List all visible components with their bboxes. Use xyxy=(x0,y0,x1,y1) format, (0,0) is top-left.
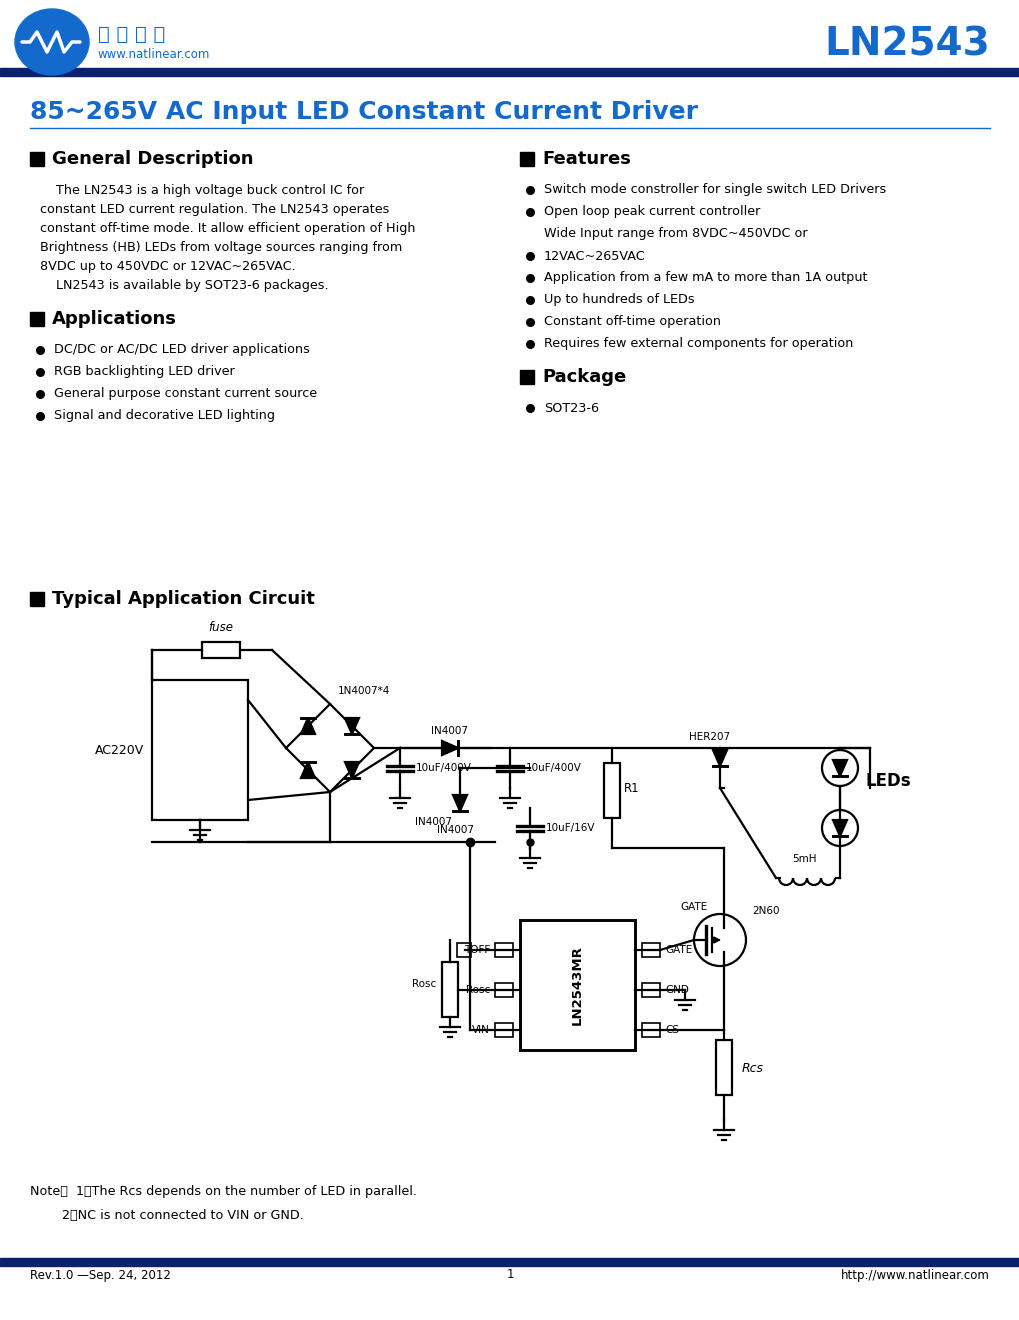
Text: 2N60: 2N60 xyxy=(751,906,779,916)
Text: Open loop peak current controller: Open loop peak current controller xyxy=(543,206,759,219)
Text: SOT23-6: SOT23-6 xyxy=(543,401,598,414)
Polygon shape xyxy=(301,718,315,734)
Text: fuse: fuse xyxy=(208,620,233,634)
Text: Up to hundreds of LEDs: Up to hundreds of LEDs xyxy=(543,293,694,306)
Text: 1N4007*4: 1N4007*4 xyxy=(337,686,390,696)
Bar xyxy=(494,1023,513,1038)
Text: Applications: Applications xyxy=(52,310,176,327)
Text: CS: CS xyxy=(664,1026,679,1035)
Polygon shape xyxy=(712,750,727,766)
Polygon shape xyxy=(441,741,458,755)
Text: Rcs: Rcs xyxy=(741,1061,763,1074)
Bar xyxy=(520,370,534,384)
Bar xyxy=(715,1040,732,1096)
Text: constant LED current regulation. The LN2543 operates: constant LED current regulation. The LN2… xyxy=(40,203,389,216)
Text: 5mH: 5mH xyxy=(791,854,815,865)
Text: 2、NC is not connected to VIN or GND.: 2、NC is not connected to VIN or GND. xyxy=(30,1209,304,1222)
Text: Brightness (HB) LEDs from voltage sources ranging from: Brightness (HB) LEDs from voltage source… xyxy=(40,242,401,253)
Bar xyxy=(202,642,239,657)
Text: LN2543MR: LN2543MR xyxy=(571,945,584,1024)
Text: 8VDC up to 450VDC or 12VAC~265VAC.: 8VDC up to 450VDC or 12VAC~265VAC. xyxy=(40,260,296,273)
Text: IN4007: IN4007 xyxy=(431,726,468,737)
Polygon shape xyxy=(301,762,315,777)
Text: R1: R1 xyxy=(624,781,639,795)
Bar xyxy=(457,942,471,957)
Text: Rev.1.0 —Sep. 24, 2012: Rev.1.0 —Sep. 24, 2012 xyxy=(30,1269,171,1282)
Bar xyxy=(494,942,513,957)
Text: RGB backlighting LED driver: RGB backlighting LED driver xyxy=(54,366,234,379)
Bar xyxy=(520,920,635,1049)
Text: 10uF/400V: 10uF/400V xyxy=(416,763,472,774)
Text: 10uF/400V: 10uF/400V xyxy=(526,763,581,774)
Text: 南 麟 电 子: 南 麟 电 子 xyxy=(98,25,165,44)
Bar xyxy=(520,152,534,166)
Text: Requires few external components for operation: Requires few external components for ope… xyxy=(543,338,853,351)
Text: 10uF/16V: 10uF/16V xyxy=(545,822,595,833)
Text: The LN2543 is a high voltage buck control IC for: The LN2543 is a high voltage buck contro… xyxy=(40,183,364,197)
Text: LN2543: LN2543 xyxy=(823,25,989,63)
Ellipse shape xyxy=(15,9,89,75)
Polygon shape xyxy=(833,760,846,776)
Polygon shape xyxy=(344,718,359,734)
Text: Typical Application Circuit: Typical Application Circuit xyxy=(52,590,315,609)
Text: Switch mode constroller for single switch LED Drivers: Switch mode constroller for single switc… xyxy=(543,183,886,197)
Polygon shape xyxy=(344,762,359,777)
Bar xyxy=(441,962,458,1016)
Polygon shape xyxy=(452,795,467,810)
Text: 12VAC~265VAC: 12VAC~265VAC xyxy=(543,249,645,263)
Text: http://www.natlinear.com: http://www.natlinear.com xyxy=(841,1269,989,1282)
Text: IN4007: IN4007 xyxy=(437,825,474,836)
Text: Application from a few mA to more than 1A output: Application from a few mA to more than 1… xyxy=(543,272,866,285)
Bar xyxy=(641,983,659,997)
Bar xyxy=(641,1023,659,1038)
Text: Constant off-time operation: Constant off-time operation xyxy=(543,315,720,329)
Text: TOFF: TOFF xyxy=(464,945,489,954)
Polygon shape xyxy=(833,820,846,836)
Text: constant off-time mode. It allow efficient operation of High: constant off-time mode. It allow efficie… xyxy=(40,222,415,235)
Text: General Description: General Description xyxy=(52,150,254,168)
Text: GATE: GATE xyxy=(680,902,707,912)
Bar xyxy=(641,942,659,957)
Text: Wide Input range from 8VDC~450VDC or: Wide Input range from 8VDC~450VDC or xyxy=(543,227,807,240)
Text: 85~265V AC Input LED Constant Current Driver: 85~265V AC Input LED Constant Current Dr… xyxy=(30,100,697,124)
Text: VIN: VIN xyxy=(472,1026,489,1035)
Text: General purpose constant current source: General purpose constant current source xyxy=(54,388,317,400)
Text: Rosc: Rosc xyxy=(466,985,489,995)
Bar xyxy=(494,983,513,997)
Text: 1: 1 xyxy=(505,1269,514,1282)
Text: Package: Package xyxy=(541,368,626,385)
Bar xyxy=(152,680,248,820)
Bar xyxy=(30,312,44,326)
Bar xyxy=(0,1258,1019,1266)
Text: DC/DC or AC/DC LED driver applications: DC/DC or AC/DC LED driver applications xyxy=(54,343,310,356)
Bar xyxy=(0,69,1019,77)
Text: LEDs: LEDs xyxy=(865,772,911,789)
Text: AC220V: AC220V xyxy=(95,743,144,756)
Text: IN4007: IN4007 xyxy=(415,817,451,828)
Text: Signal and decorative LED lighting: Signal and decorative LED lighting xyxy=(54,409,275,422)
Text: HER207: HER207 xyxy=(689,733,730,742)
Text: www.natlinear.com: www.natlinear.com xyxy=(98,48,210,61)
Text: Note：  1、The Rcs depends on the number of LED in parallel.: Note： 1、The Rcs depends on the number of… xyxy=(30,1185,417,1199)
Text: Rosc: Rosc xyxy=(412,979,435,989)
Text: GATE: GATE xyxy=(664,945,692,954)
Bar xyxy=(603,763,620,818)
Text: Features: Features xyxy=(541,150,631,168)
Bar xyxy=(30,591,44,606)
Text: LN2543 is available by SOT23-6 packages.: LN2543 is available by SOT23-6 packages. xyxy=(40,279,328,292)
Text: GND: GND xyxy=(664,985,688,995)
Bar xyxy=(30,152,44,166)
